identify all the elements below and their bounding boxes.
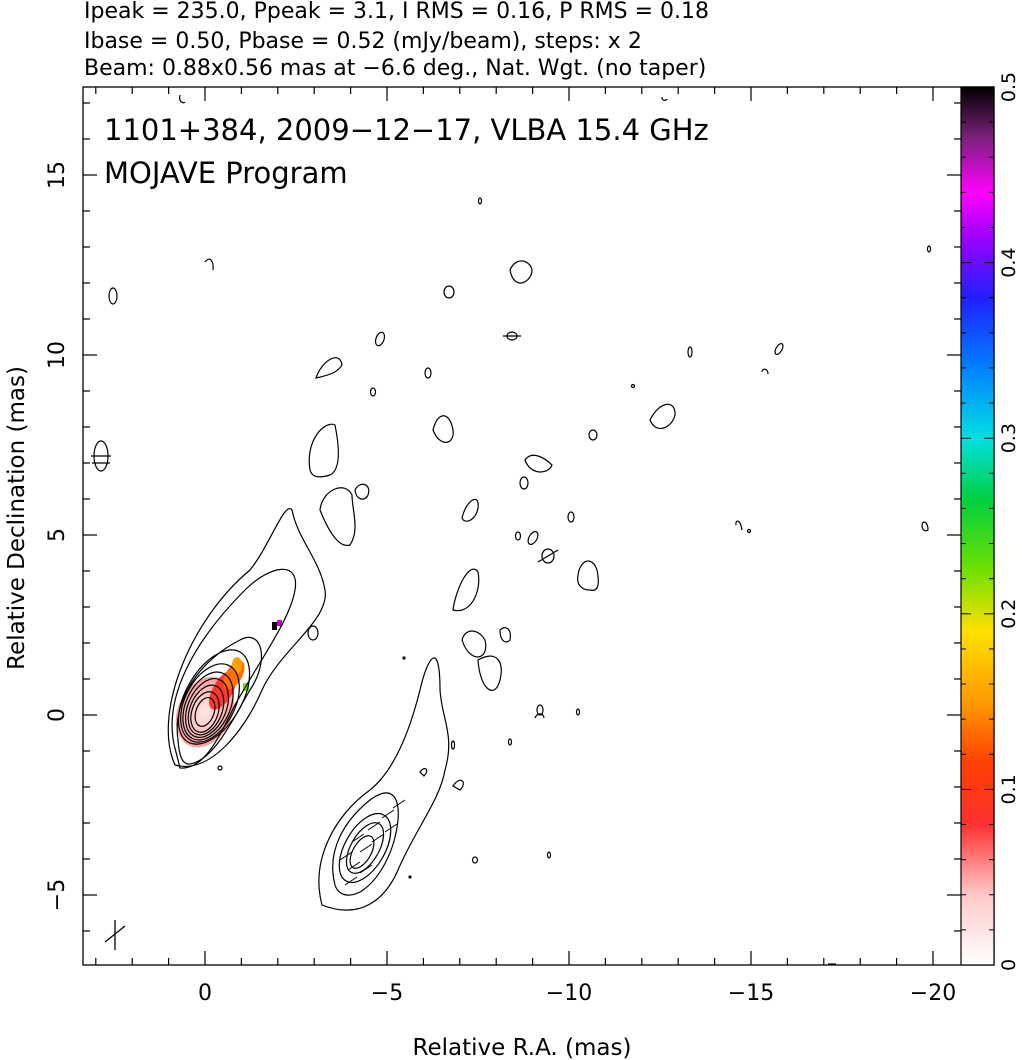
y-tick-label: 0	[45, 708, 70, 722]
x-tick-label: −5	[371, 981, 403, 1006]
colorbar-tick-label: 0.5	[998, 72, 1020, 102]
y-tick-label: −5	[45, 879, 70, 911]
colorbar-tick-label: 0.4	[998, 247, 1020, 277]
colorbar-tick-label: 0.3	[998, 423, 1020, 453]
y-tick-label: 10	[45, 341, 70, 369]
x-tick-label: −20	[910, 981, 956, 1006]
y-tick-label: 15	[45, 161, 70, 189]
y-tick-label: 5	[45, 528, 70, 542]
colorbar	[961, 87, 994, 965]
header-line-1: Ipeak = 235.0, Ppeak = 3.1, I RMS = 0.16…	[84, 0, 709, 24]
colorbar-tick-label: 0.1	[998, 774, 1020, 804]
plot-subtitle: MOJAVE Program	[104, 156, 348, 190]
y-axis-label: Relative Declination (mas)	[4, 366, 30, 670]
colorbar-tick-label: 0	[998, 959, 1020, 971]
x-tick-label: 0	[198, 981, 212, 1006]
pol-black-pixel	[272, 622, 277, 630]
pol-magenta-pixel	[277, 620, 282, 626]
header-line-3: Beam: 0.88x0.56 mas at −6.6 deg., Nat. W…	[84, 56, 706, 81]
x-tick-label: −10	[546, 981, 592, 1006]
y-axis-ticks: −5 0 5 10 15	[45, 102, 961, 932]
colorbar-tick-label: 0.2	[998, 599, 1020, 629]
x-tick-label: −15	[728, 981, 774, 1006]
colorbar-ticks: 0 0.1 0.2 0.3 0.4 0.5	[961, 72, 1020, 971]
core-contours	[167, 507, 326, 771]
pol-amber-region	[232, 657, 242, 673]
colorbar-frame	[960, 86, 995, 966]
x-axis-label: Relative R.A. (mas)	[413, 1035, 632, 1060]
x-axis-ticks: 0 −5 −10 −15 −20	[95, 87, 971, 1006]
beam-ellipse	[91, 440, 111, 472]
plot-frame	[82, 86, 995, 966]
header-line-2: Ibase = 0.50, Pbase = 0.52 (mJy/beam), s…	[84, 29, 642, 54]
polarization-ticks	[339, 799, 406, 886]
plot-title: 1101+384, 2009−12−17, VLBA 15.4 GHz	[104, 113, 709, 147]
jet-knot-contours	[318, 657, 464, 911]
beam-cross-marker	[104, 920, 126, 950]
noise-contours	[108, 94, 932, 965]
